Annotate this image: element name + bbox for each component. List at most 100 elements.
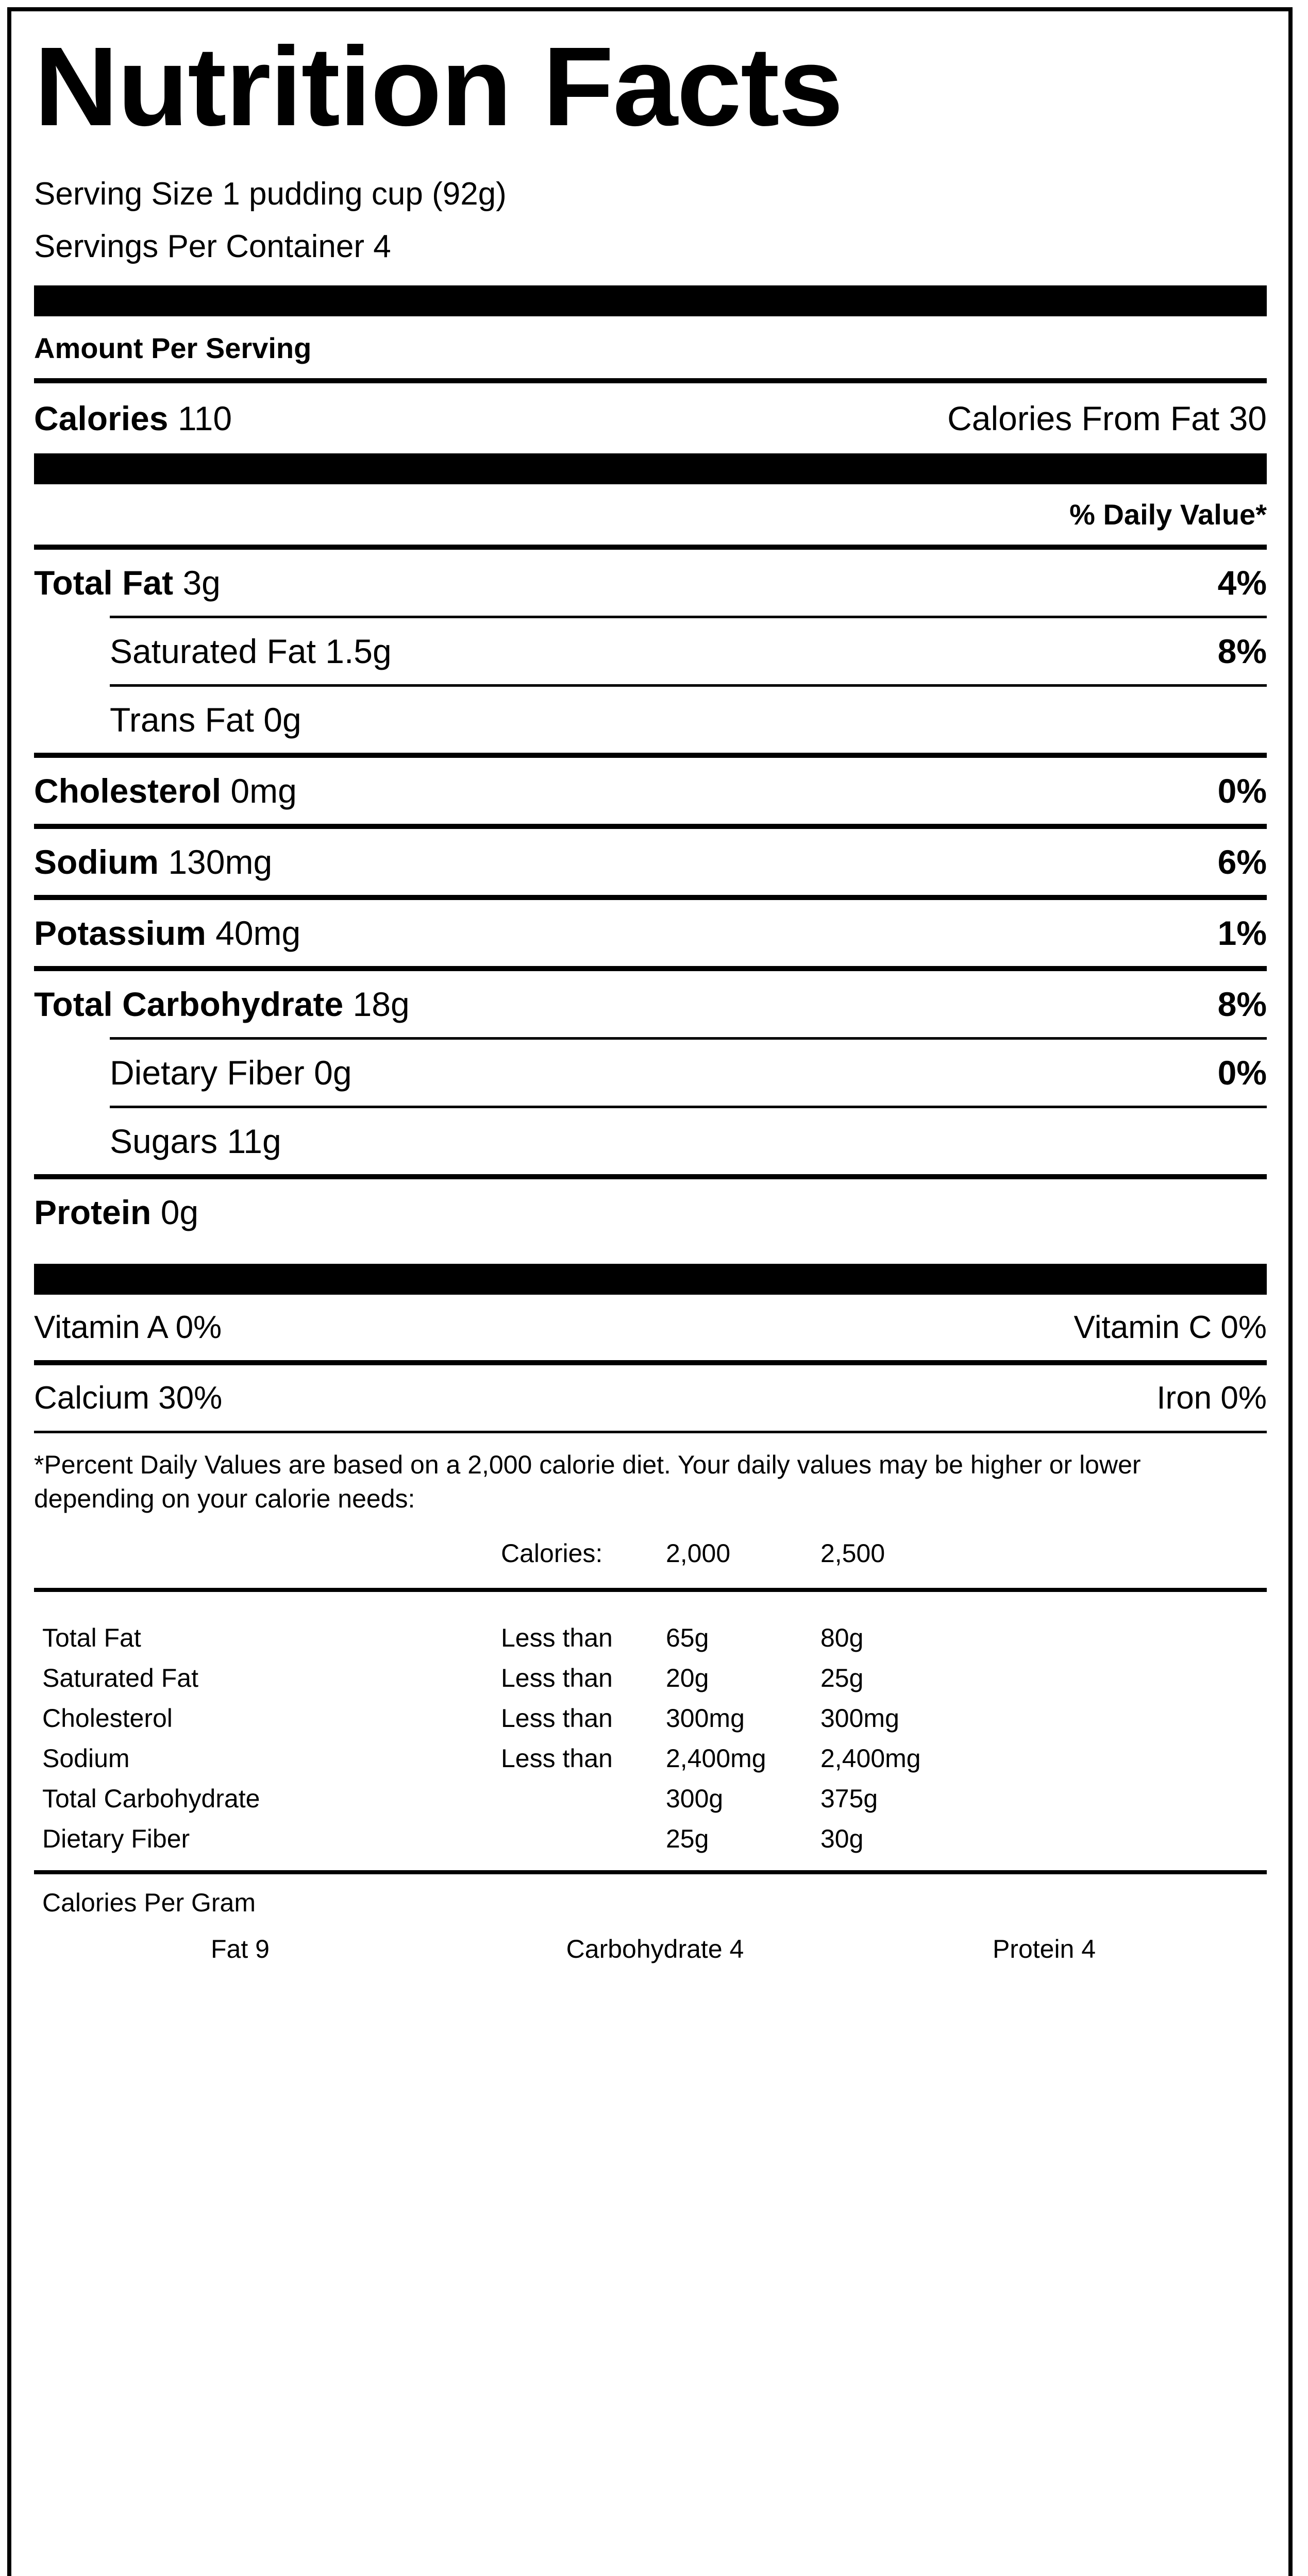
page-title: Nutrition Facts xyxy=(34,24,844,149)
rule-sub xyxy=(110,616,1267,618)
dv-row-name: Dietary Fiber xyxy=(42,1824,190,1853)
nutrient-daily-value: 1% xyxy=(1217,914,1267,952)
calories-label: Calories xyxy=(34,399,169,437)
nutrient-row: Trans Fat 0g xyxy=(34,687,1267,753)
nutrient-daily-value: 6% xyxy=(1217,843,1267,881)
dv-header-blank xyxy=(34,1533,501,1580)
nutrient-row: Protein 0g xyxy=(34,1179,1267,1245)
daily-value-footnote: *Percent Daily Values are based on a 2,0… xyxy=(34,1450,1141,1513)
daily-value-header: % Daily Value* xyxy=(1069,498,1267,531)
dv-row-qualifier: Less than xyxy=(501,1704,613,1733)
rule-main xyxy=(34,966,1267,971)
nutrient-row: Potassium 40mg 1% xyxy=(34,900,1267,966)
dv-row-name: Sodium xyxy=(42,1744,130,1773)
calories-row: Calories 110 Calories From Fat 30 xyxy=(34,383,1267,453)
nutrient-daily-value: 8% xyxy=(1217,632,1267,670)
vitamin-row: Vitamin A 0% Vitamin C 0% xyxy=(34,1295,1267,1360)
nutrient-label: Total Carbohydrate 18g xyxy=(34,985,410,1023)
nutrient-daily-value: 0% xyxy=(1217,772,1267,810)
amount-per-serving-heading: Amount Per Serving xyxy=(34,332,312,364)
nutrient-row: Saturated Fat 1.5g 8% xyxy=(34,618,1267,684)
dv-row-2500: 30g xyxy=(820,1824,864,1853)
vitamin-right: Iron 0% xyxy=(1156,1380,1267,1416)
table-row: Cholesterol Less than 300mg 300mg xyxy=(34,1698,1267,1738)
nutrient-label: Sugars 11g xyxy=(110,1122,281,1160)
table-header-row: Calories: 2,000 2,500 xyxy=(34,1533,1267,1580)
nutrient-label: Total Fat 3g xyxy=(34,564,221,602)
rule-sub xyxy=(110,684,1267,687)
dv-row-qualifier: Less than xyxy=(501,1623,613,1652)
calories-per-gram-row: Fat 9 Carbohydrate 4 Protein 4 xyxy=(34,1918,1267,1964)
nutrient-row: Total Fat 3g 4% xyxy=(34,550,1267,616)
table-row: Total Carbohydrate 300g 375g xyxy=(34,1778,1267,1819)
nutrient-label: Cholesterol 0mg xyxy=(34,772,297,810)
vitamin-left: Vitamin A 0% xyxy=(34,1310,222,1345)
thick-divider-calories xyxy=(34,453,1267,484)
daily-values-table-body: Total Fat Less than 65g 80g Saturated Fa… xyxy=(34,1609,1267,1859)
dv-row-qualifier xyxy=(501,1819,666,1859)
nutrient-label: Dietary Fiber 0g xyxy=(110,1054,352,1092)
thick-divider-top xyxy=(34,285,1267,316)
dv-row-2500: 25g xyxy=(820,1664,864,1692)
dv-header-2000: 2,000 xyxy=(666,1539,731,1568)
nutrient-row: Cholesterol 0mg 0% xyxy=(34,758,1267,824)
calories-per-gram-carbohydrate: Carbohydrate 4 xyxy=(566,1935,744,1963)
nutrition-facts-label: Nutrition Facts Serving Size 1 pudding c… xyxy=(7,7,1293,2576)
nutrient-label: Potassium 40mg xyxy=(34,914,301,952)
spacer xyxy=(34,263,1267,285)
table-row: Saturated Fat Less than 20g 25g xyxy=(34,1658,1267,1698)
dv-row-name: Cholesterol xyxy=(42,1704,173,1733)
dv-row-2500: 80g xyxy=(820,1623,864,1652)
nutrient-row: Dietary Fiber 0g 0% xyxy=(34,1040,1267,1106)
daily-values-table: Calories: 2,000 2,500 xyxy=(34,1533,1267,1580)
table-row: Sodium Less than 2,400mg 2,400mg xyxy=(34,1738,1267,1778)
calories-per-gram-protein: Protein 4 xyxy=(992,1935,1096,1963)
nutrient-daily-value: 8% xyxy=(1217,985,1267,1023)
rule-dv-table-header xyxy=(34,1588,1267,1592)
rule-main xyxy=(34,895,1267,900)
vitamin-right: Vitamin C 0% xyxy=(1074,1310,1267,1345)
calories-per-gram-heading: Calories Per Gram xyxy=(42,1888,256,1917)
dv-header-calories: Calories: xyxy=(501,1539,603,1568)
servings-per-container: Servings Per Container 4 xyxy=(34,229,391,264)
dv-row-qualifier: Less than xyxy=(501,1664,613,1692)
calories-right: Calories From Fat 30 xyxy=(947,399,1267,438)
nutrient-label: Protein 0g xyxy=(34,1193,199,1231)
rule-main xyxy=(34,1174,1267,1179)
dv-row-2000: 2,400mg xyxy=(666,1744,766,1773)
rule-main xyxy=(34,824,1267,829)
nutrient-row: Sodium 130mg 6% xyxy=(34,829,1267,895)
nutrient-label: Trans Fat 0g xyxy=(110,701,301,739)
nutrient-row: Total Carbohydrate 18g 8% xyxy=(34,971,1267,1037)
table-row: Dietary Fiber 25g 30g xyxy=(34,1819,1267,1859)
rule-above-calories xyxy=(34,378,1267,383)
dv-row-2500: 300mg xyxy=(820,1704,899,1733)
vitamin-row: Calcium 30% Iron 0% xyxy=(34,1365,1267,1431)
rule-above-total-fat xyxy=(34,545,1267,550)
dv-row-2000: 300mg xyxy=(666,1704,745,1733)
dv-row-2000: 25g xyxy=(666,1824,709,1853)
dv-row-qualifier: Less than xyxy=(501,1744,613,1773)
rule-below-dv-table xyxy=(34,1870,1267,1874)
nutrient-label: Sodium 130mg xyxy=(34,843,273,881)
nutrient-daily-value: 4% xyxy=(1217,564,1267,602)
nutrient-daily-value: 0% xyxy=(1217,1054,1267,1092)
nutrient-label: Saturated Fat 1.5g xyxy=(110,632,392,670)
nutrient-row: Sugars 11g xyxy=(34,1108,1267,1174)
thick-divider-vitamins xyxy=(34,1264,1267,1295)
dv-row-name: Total Fat xyxy=(42,1623,141,1652)
rule-main xyxy=(34,1360,1267,1365)
dv-row-2000: 300g xyxy=(666,1784,724,1813)
calories-per-gram-fat: Fat 9 xyxy=(211,1935,270,1963)
dv-row-2500: 2,400mg xyxy=(820,1744,921,1773)
vitamin-left: Calcium 30% xyxy=(34,1380,223,1416)
serving-size: Serving Size 1 pudding cup (92g) xyxy=(34,176,507,212)
rule-above-footnote xyxy=(34,1431,1267,1433)
rule-sub xyxy=(110,1106,1267,1108)
dv-row-2000: 65g xyxy=(666,1623,709,1652)
spacer xyxy=(34,1245,1267,1264)
dv-row-2500: 375g xyxy=(820,1784,878,1813)
calories-from-fat-value: 30 xyxy=(1229,399,1267,437)
dv-row-name: Saturated Fat xyxy=(42,1664,198,1692)
dv-row-2000: 20g xyxy=(666,1664,709,1692)
